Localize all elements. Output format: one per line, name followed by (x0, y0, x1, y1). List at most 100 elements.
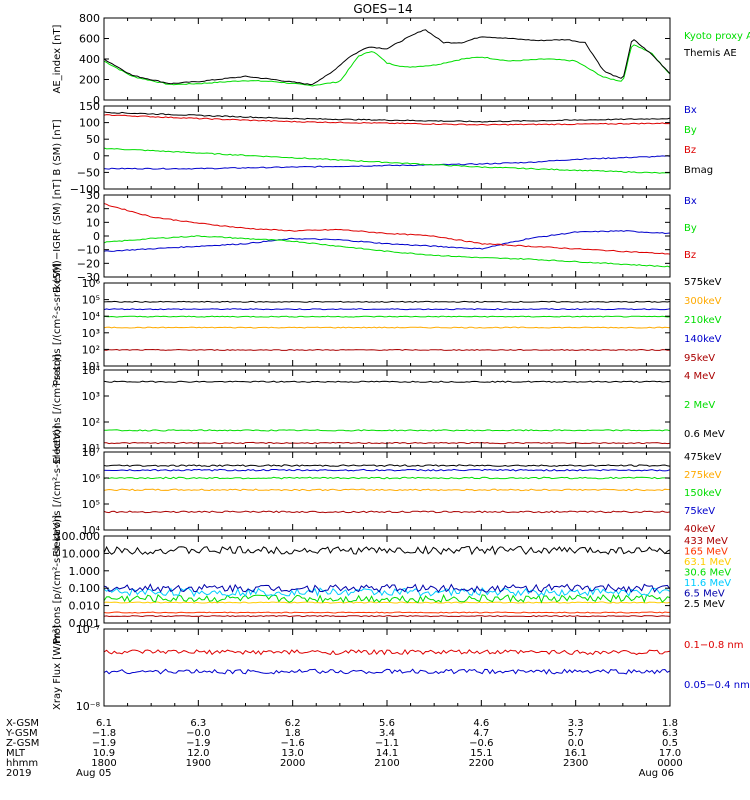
series-line-bmag (103, 111, 671, 123)
legend-label: 2 MeV (684, 400, 715, 411)
y-tick-label: 10⁵ (82, 498, 100, 511)
legend-label: Themis AE (683, 48, 737, 59)
orbit-footer: X-GSMY-GSMZ-GSMMLThhmm20196.1−1.8−1.910.… (5, 718, 683, 779)
panel-frame (103, 282, 671, 367)
y-tick-label: 0 (93, 230, 100, 243)
y-tick-label: 600 (79, 33, 100, 46)
series-line-bx (103, 230, 671, 252)
footer-row-label: 2019 (6, 768, 31, 779)
legend-label: 475keV (684, 452, 722, 463)
y-axis-label: Electrons [/(cm²‑s‑sr‑keV)] (52, 425, 63, 557)
panel-frame (103, 451, 671, 531)
legend-label: Bx (684, 105, 697, 116)
legend-label: 0.6 MeV (684, 429, 725, 440)
legend-label: 6.5 MeV (684, 589, 725, 600)
panel-frame (103, 535, 671, 624)
y-tick-label: 10⁻⁷ (76, 623, 100, 636)
series-line-bz (103, 114, 671, 126)
legend-label: 2.5 MeV (684, 599, 725, 610)
y-tick-label: 20 (86, 203, 100, 216)
footer-row-label: Z-GSM (6, 738, 39, 749)
plot-title: GOES−14 (353, 2, 412, 16)
footer-value: −1.9 (92, 738, 116, 749)
footer-row-label: MLT (6, 748, 26, 759)
panel-5: 10⁴ 10³ 10² 10¹ Electrons [/(cm²‑s‑sr)] 4 MeV… (52, 354, 725, 463)
y-axis-label: B (SM) [nT] (52, 119, 63, 175)
footer-value: 2200 (469, 758, 494, 769)
footer-value: −0.6 (469, 738, 493, 749)
y-tick-label: 10⁶ (82, 277, 101, 290)
y-tick-label: 1.000 (69, 565, 101, 578)
series-line-0-6-mev (103, 380, 671, 383)
legend-label: Bx (684, 196, 697, 207)
legend-label: 0.1−0.8 nm (684, 640, 743, 651)
footer-value: 4.7 (473, 728, 489, 739)
y-tick-label: 0 (93, 150, 100, 163)
y-tick-label: −50 (77, 166, 100, 179)
footer-row-label: X-GSM (6, 718, 39, 729)
y-tick-label: 10⁶ (82, 472, 101, 485)
series-line-300kev (103, 326, 671, 329)
series-line-themis-ae (103, 29, 671, 86)
footer-value: 1.8 (285, 728, 301, 739)
series-line-30-6-mev (103, 593, 671, 604)
legend-label: 75keV (684, 506, 715, 517)
series-line-by (103, 235, 671, 268)
footer-value: 17.0 (659, 748, 681, 759)
panel-7: 100.000 10.000 1.000 0.100 0.010 0.001 Protons… (52, 515, 731, 644)
legend-label: Bz (684, 250, 696, 261)
footer-row-label: Y-GSM (5, 728, 38, 739)
series-line-210kev (103, 315, 671, 318)
panel-2: 150 100 50 0 −50 −100 B (SM) [nT] Bx By Bz Bmag (52, 100, 713, 196)
y-tick-label: −20 (77, 257, 100, 270)
footer-value: 10.9 (93, 748, 115, 759)
legend-label: 433 MeV (684, 536, 728, 547)
footer-value: −1.6 (281, 738, 305, 749)
series-line-bz (103, 203, 671, 255)
y-tick-label: 200 (79, 74, 100, 87)
legend-label: 40keV (684, 524, 715, 535)
y-tick-label: 10 (86, 216, 100, 229)
y-tick-label: 10⁻⁸ (76, 700, 101, 713)
footer-value: 6.1 (96, 718, 112, 729)
y-tick-label: 10⁴ (82, 364, 101, 377)
footer-value: 5.7 (568, 728, 584, 739)
y-tick-label: 0.001 (69, 617, 101, 630)
y-tick-label: 10⁵ (82, 294, 100, 307)
legend-label: 165 MeV (684, 547, 728, 558)
series-line-433-mev (103, 615, 671, 618)
legend-label: 300keV (684, 296, 722, 307)
y-tick-label: 30 (86, 189, 100, 202)
legend-label: Bmag (684, 165, 713, 176)
legend-label: 4 MeV (684, 371, 715, 382)
series-line-275kev (103, 488, 671, 492)
footer-value: 4.6 (473, 718, 489, 729)
legend-label: 95keV (684, 353, 715, 364)
series-line-75kev (103, 468, 671, 472)
y-tick-label: 100 (79, 117, 100, 130)
footer-value: 1.8 (662, 718, 678, 729)
y-axis-label: Protons [/(cm²‑s‑sr‑keV)] (52, 263, 63, 386)
y-tick-label: −30 (77, 271, 100, 284)
series-line-95kev (103, 348, 671, 351)
series-line-2-5-mev (103, 545, 671, 556)
legend-label: Bz (684, 145, 696, 156)
series-line-11-6-mev (103, 587, 671, 598)
series-line-2-mev (103, 429, 671, 432)
footer-value: Aug 06 (639, 768, 674, 779)
footer-value: 2100 (374, 758, 399, 769)
series-line-40kev (103, 510, 671, 514)
footer-value: 1800 (91, 758, 116, 769)
footer-value: 12.0 (187, 748, 209, 759)
y-tick-label: 10¹ (82, 442, 100, 455)
legend-label: 0.05−0.4 nm (684, 680, 750, 691)
footer-value: 1900 (186, 758, 211, 769)
panel-frame (103, 105, 671, 190)
footer-value: −1.9 (186, 738, 210, 749)
y-axis-label: Electrons [/(cm²‑s‑sr)] (52, 354, 63, 463)
y-tick-label: −10 (77, 244, 100, 257)
y-axis-label: AE_index [nT] (52, 24, 63, 93)
